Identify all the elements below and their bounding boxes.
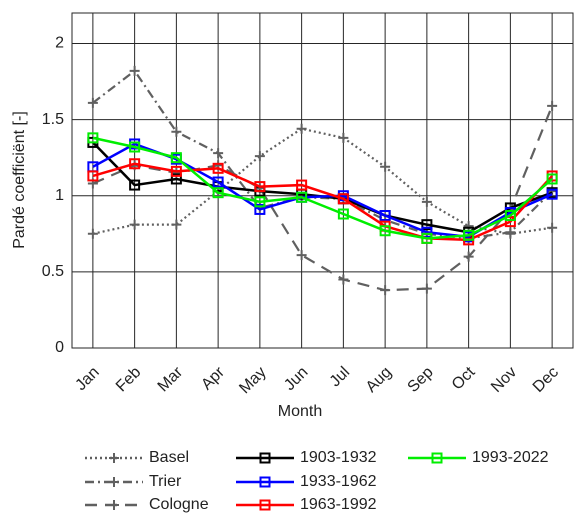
marker [421,219,433,231]
marker [87,97,98,108]
marker [109,453,119,463]
axes-frame [71,12,574,349]
marker [213,148,224,159]
x-tick-label: Jan [72,364,102,394]
x-tick-label: Oct [449,363,479,393]
marker [87,170,99,182]
marker [254,196,266,208]
marker [379,225,391,237]
series-line [92,105,554,292]
marker [171,126,182,137]
y-axis-label: Pardé coefficiënt [-] [11,111,28,249]
marker [338,274,349,285]
marker [212,176,224,188]
marker [338,132,349,143]
marker [129,158,141,170]
y-tick-label: 1.5 [42,111,64,128]
marker [259,499,271,511]
y-tick-label: 0.5 [42,263,64,280]
marker [129,219,140,230]
marker [296,179,308,191]
x-tick-label: Mar [155,363,187,395]
marker [547,222,558,233]
marker [546,173,558,185]
y-tick-label: 0 [55,339,64,356]
x-tick-label: Apr [198,363,228,393]
marker [421,283,432,294]
marker [212,162,224,174]
series-line [92,162,554,242]
x-tick-label: Aug [363,364,395,396]
x-axis-label: Month [278,403,322,420]
series-line [92,69,553,240]
x-tick-label: Sep [405,364,437,396]
marker [109,477,119,487]
marker [296,123,307,134]
marker [337,208,349,220]
x-tick-label: May [236,364,269,397]
x-tick-label: Jun [281,364,311,394]
legend-label: 1993-2022 [472,449,549,466]
marker [421,226,433,238]
marker [546,188,558,200]
marker [254,151,265,162]
legend-label: Cologne [149,496,209,513]
marker [129,65,140,76]
marker [171,219,182,230]
marker [129,141,141,153]
marker [380,285,391,296]
marker [463,251,474,262]
plot-area [72,13,573,348]
y-tick-label: 2 [55,35,64,52]
marker [380,161,391,172]
marker [212,187,224,199]
marker [505,227,516,238]
marker [296,250,307,261]
marker [547,100,558,111]
marker [463,229,475,241]
marker [109,500,119,510]
marker [170,165,182,177]
marker [296,191,308,203]
legend-label: Trier [149,473,182,490]
marker [254,203,266,215]
y-tick-label: 1 [55,187,64,204]
marker [337,193,349,205]
marker [170,152,182,164]
marker [504,210,516,222]
series-line [92,136,553,240]
legend-label: Basel [149,449,189,466]
marker [259,452,271,464]
marker [254,181,266,193]
x-tick-label: Feb [113,364,145,396]
marker [87,228,98,239]
marker [504,216,516,228]
marker [421,232,433,244]
legend-label: 1903-1932 [300,449,377,466]
marker [379,210,391,222]
marker [170,173,182,185]
marker [463,221,474,232]
marker [87,132,99,144]
legend-label: 1963-1992 [300,496,377,513]
marker [431,452,443,464]
x-tick-label: Nov [488,364,520,396]
x-tick-label: Jul [327,364,353,390]
x-tick-label: Dec [530,364,562,396]
marker [421,196,432,207]
marker [259,476,271,488]
marker [129,179,141,191]
legend-label: 1933-1962 [300,473,377,490]
